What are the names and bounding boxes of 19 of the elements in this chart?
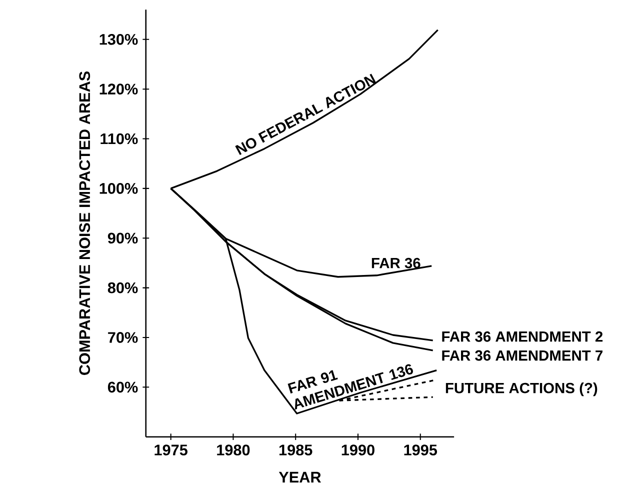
- x-axis-title: YEAR: [278, 472, 321, 482]
- y-tick-label: 120%: [100, 83, 138, 94]
- x-tick-label: 1995: [404, 444, 438, 456]
- x-tick-label: 1985: [279, 444, 312, 456]
- x-tick-label: 1990: [342, 444, 374, 456]
- y-axis-title: COMPARATIVE NOISE IMPACTED AREAS: [79, 71, 90, 375]
- x-tick-label: 1975: [154, 444, 188, 456]
- series-label: FAR 36 AMENDMENT 2: [442, 331, 603, 342]
- y-tick-label: 60%: [108, 381, 138, 392]
- x-tick-label: 1980: [217, 444, 250, 456]
- y-tick-label: 110%: [100, 133, 138, 144]
- y-tick-label: 130%: [100, 34, 138, 45]
- y-tick-label: 80%: [108, 282, 138, 293]
- series-label: FAR 36: [372, 258, 420, 268]
- y-tick-label: 100%: [100, 182, 138, 194]
- series-label: FAR 36 AMENDMENT 7: [442, 350, 602, 360]
- series-label: FUTURE ACTIONS (?): [446, 382, 598, 396]
- y-tick-label: 70%: [108, 332, 138, 343]
- y-tick-label: 90%: [108, 232, 138, 244]
